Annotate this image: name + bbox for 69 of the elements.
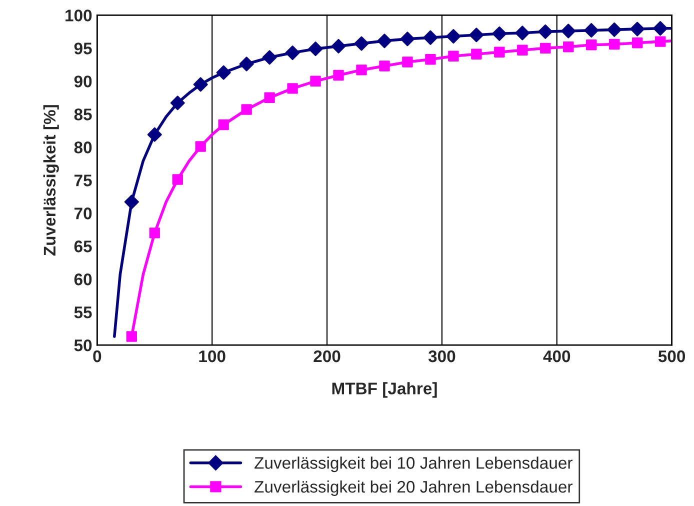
point: [287, 83, 298, 94]
point: [538, 24, 553, 39]
point: [379, 60, 390, 72]
point: [492, 26, 507, 41]
point: [402, 56, 413, 68]
point: [446, 29, 461, 44]
point: [563, 42, 574, 52]
point: [285, 46, 300, 60]
y-tick-label: 95: [74, 42, 92, 54]
point: [448, 50, 459, 62]
y-tick-label: 65: [74, 240, 92, 252]
point: [124, 194, 139, 210]
x-tick-label: 200: [314, 350, 340, 362]
point: [216, 65, 231, 80]
point: [218, 119, 229, 130]
y-axis-title: Zuverlässigkeit [%]: [43, 105, 59, 256]
point: [193, 77, 208, 92]
point: [425, 54, 436, 65]
point: [149, 228, 160, 238]
point: [586, 40, 597, 50]
point: [515, 26, 530, 40]
x-tick-label: 0: [93, 350, 102, 362]
x-axis-title: MTBF [Jahre]: [332, 382, 437, 398]
point: [517, 44, 528, 56]
point: [310, 76, 321, 87]
point: [584, 23, 599, 38]
y-tick-label: 70: [74, 208, 92, 220]
y-tick-label: 55: [74, 306, 92, 318]
point: [632, 38, 643, 48]
point: [147, 127, 162, 142]
point: [540, 42, 551, 54]
point: [607, 22, 622, 37]
point: [331, 38, 346, 54]
point: [264, 92, 275, 104]
legend-label: Zuverlässigkeit bei 10 Jahren Lebensdauer: [254, 456, 572, 472]
point: [241, 104, 252, 115]
point: [654, 36, 666, 47]
point: [608, 38, 620, 50]
point: [630, 22, 645, 36]
y-tick-label: 50: [74, 339, 92, 352]
point: [172, 174, 183, 185]
point: [377, 34, 392, 48]
x-tick-label: 100: [199, 350, 226, 362]
point: [126, 331, 137, 342]
point: [356, 64, 367, 76]
point: [354, 36, 369, 51]
point: [653, 21, 668, 36]
x-tick-label: 400: [543, 350, 570, 362]
point: [308, 42, 323, 56]
y-tick-label: 75: [74, 174, 92, 186]
point: [494, 46, 505, 58]
y-tick-label: 60: [74, 274, 92, 286]
legend-label: Zuverlässigkeit bei 20 Jahren Lebensdauer: [254, 480, 572, 496]
x-tick-label: 300: [428, 350, 456, 362]
y-tick-label: 80: [74, 142, 92, 154]
x-tick-label: 500: [658, 350, 686, 362]
y-tick-label: 100: [66, 10, 92, 22]
point: [239, 56, 254, 72]
point: [561, 24, 576, 38]
point: [170, 96, 185, 110]
y-tick-label: 90: [74, 76, 92, 88]
point: [400, 32, 415, 46]
point: [469, 28, 484, 42]
point: [423, 30, 438, 45]
point: [195, 141, 206, 152]
y-tick-label: 85: [74, 108, 92, 120]
point: [333, 70, 344, 81]
point: [262, 50, 277, 65]
point: [471, 48, 482, 60]
